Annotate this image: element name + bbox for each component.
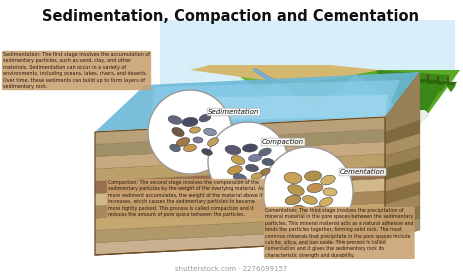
Circle shape [263, 147, 353, 237]
Polygon shape [95, 215, 385, 243]
Ellipse shape [293, 206, 307, 214]
Polygon shape [416, 83, 426, 90]
Circle shape [208, 122, 288, 202]
Polygon shape [95, 72, 420, 132]
Ellipse shape [204, 128, 216, 136]
Ellipse shape [260, 169, 270, 176]
Text: Compaction: Compaction [262, 139, 304, 145]
Polygon shape [95, 191, 385, 218]
Ellipse shape [228, 166, 242, 174]
Ellipse shape [288, 185, 304, 195]
Ellipse shape [312, 206, 325, 214]
Ellipse shape [243, 144, 257, 152]
Ellipse shape [170, 144, 180, 152]
Ellipse shape [284, 172, 302, 184]
Polygon shape [446, 85, 456, 92]
Ellipse shape [189, 127, 200, 133]
Ellipse shape [199, 114, 211, 122]
Ellipse shape [285, 195, 301, 205]
Polygon shape [95, 129, 385, 157]
Polygon shape [408, 79, 420, 87]
Polygon shape [95, 228, 385, 255]
Ellipse shape [233, 174, 247, 182]
Polygon shape [435, 81, 447, 91]
Polygon shape [200, 95, 388, 120]
Polygon shape [409, 82, 419, 88]
Ellipse shape [225, 145, 241, 155]
Polygon shape [95, 166, 385, 193]
Ellipse shape [319, 197, 332, 207]
Polygon shape [385, 170, 420, 192]
Ellipse shape [303, 196, 317, 204]
Polygon shape [160, 20, 455, 85]
Text: Cementation: The third stage involves the precipitation of
mineral material in t: Cementation: The third stage involves th… [265, 208, 413, 258]
Ellipse shape [249, 154, 262, 162]
Polygon shape [436, 85, 446, 92]
Polygon shape [95, 154, 385, 181]
Polygon shape [385, 133, 420, 156]
Polygon shape [385, 218, 420, 240]
Polygon shape [415, 79, 427, 89]
Polygon shape [265, 70, 360, 110]
Ellipse shape [207, 138, 219, 146]
Polygon shape [410, 110, 430, 125]
Text: Sedimentation: The first stage involves the accumulation of
sedimentary particle: Sedimentation: The first stage involves … [3, 52, 150, 89]
Polygon shape [150, 80, 400, 125]
Ellipse shape [172, 127, 184, 137]
Polygon shape [385, 206, 420, 228]
Polygon shape [385, 72, 420, 240]
Polygon shape [350, 70, 460, 125]
Ellipse shape [251, 173, 263, 179]
Ellipse shape [168, 116, 182, 124]
Polygon shape [375, 70, 450, 122]
Polygon shape [280, 70, 340, 107]
Ellipse shape [193, 137, 203, 143]
Ellipse shape [182, 118, 198, 127]
Ellipse shape [307, 183, 323, 193]
Polygon shape [425, 80, 437, 91]
Ellipse shape [202, 149, 213, 155]
Polygon shape [385, 72, 420, 132]
Ellipse shape [259, 148, 271, 156]
Ellipse shape [183, 144, 196, 151]
Polygon shape [190, 65, 380, 85]
Polygon shape [95, 179, 385, 206]
Polygon shape [95, 117, 385, 144]
Polygon shape [385, 120, 420, 144]
Polygon shape [426, 84, 436, 93]
Ellipse shape [232, 156, 245, 164]
Ellipse shape [262, 158, 274, 165]
Text: Cementation: Cementation [340, 169, 385, 175]
Polygon shape [385, 158, 420, 180]
Ellipse shape [321, 175, 335, 185]
Polygon shape [385, 146, 420, 168]
Ellipse shape [245, 164, 258, 172]
Ellipse shape [176, 137, 190, 146]
Polygon shape [230, 70, 290, 92]
Polygon shape [95, 142, 385, 169]
Text: shutterstock.com · 2276099157: shutterstock.com · 2276099157 [175, 266, 287, 272]
Polygon shape [95, 203, 385, 230]
Ellipse shape [323, 188, 337, 196]
Polygon shape [385, 194, 420, 216]
Ellipse shape [305, 171, 321, 181]
Text: Sedimentation: Sedimentation [208, 109, 259, 115]
Polygon shape [385, 182, 420, 204]
Text: Sedimentation, Compaction and Cementation: Sedimentation, Compaction and Cementatio… [43, 9, 419, 24]
Text: Compaction: The second stage involves the compression of the
sedimentary particl: Compaction: The second stage involves th… [108, 180, 263, 217]
Polygon shape [445, 82, 457, 91]
Circle shape [148, 90, 232, 174]
